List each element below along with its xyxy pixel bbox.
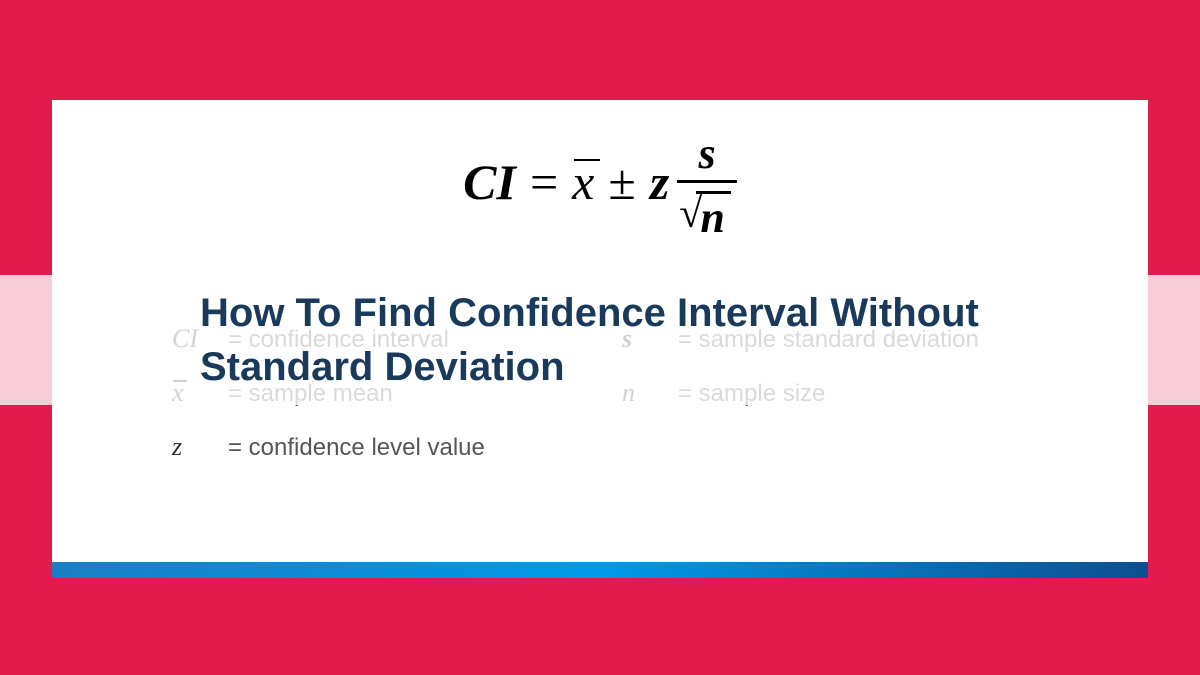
xbar-letter: x: [572, 154, 594, 210]
formula: CI = x ± z s √ n: [52, 128, 1148, 236]
card-bottom-bar: [52, 562, 1148, 578]
formula-fraction: s √ n: [677, 132, 737, 240]
formula-equation: CI = x ± z s √ n: [463, 128, 737, 236]
formula-plusminus: ±: [608, 153, 635, 211]
legend-sym-z: z: [172, 432, 228, 462]
formula-xbar: x: [572, 153, 594, 211]
fraction-denominator: √ n: [677, 187, 737, 240]
legend-def-z: = confidence level value: [228, 434, 485, 462]
title-overlay: How To Find Confidence Interval Without …: [0, 275, 1200, 405]
fraction-line: [677, 180, 737, 183]
xbar-overline: [574, 159, 600, 161]
formula-z: z: [650, 153, 669, 211]
sqrt-symbol: √: [679, 193, 702, 235]
formula-lhs: CI: [463, 153, 516, 211]
legend-item-z: z = confidence level value: [172, 432, 622, 462]
page-title: How To Find Confidence Interval Without …: [200, 286, 1020, 394]
formula-eq: =: [530, 153, 558, 211]
fraction-numerator: s: [691, 132, 724, 176]
